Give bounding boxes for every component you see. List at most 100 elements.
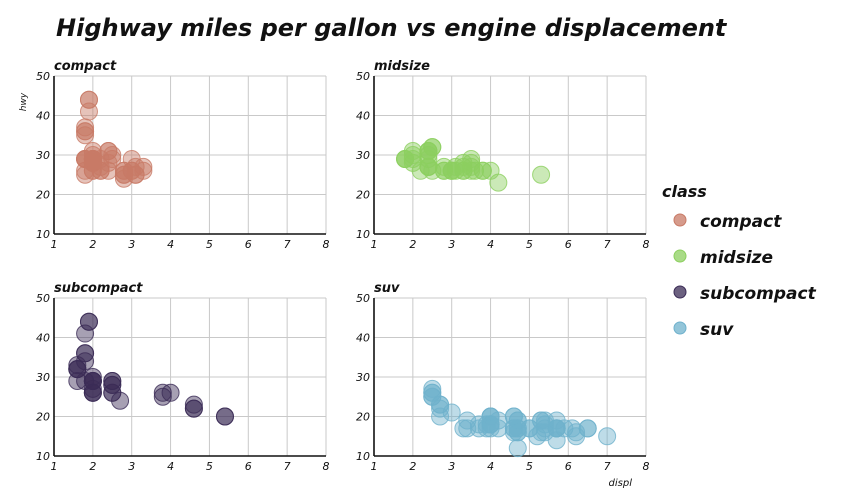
data-point-compact	[76, 118, 95, 137]
data-point-suv	[442, 403, 461, 422]
x-tick-label: 2	[409, 238, 416, 251]
x-tick-label: 8	[643, 460, 650, 473]
data-point-subcompact	[76, 324, 95, 343]
data-point-compact	[79, 102, 98, 121]
x-tick-label: 8	[323, 460, 330, 473]
data-point-suv	[481, 419, 500, 438]
x-tick-label: 7	[604, 460, 611, 473]
x-tick-label: 7	[284, 238, 291, 251]
data-point-subcompact	[184, 395, 203, 414]
facet-label-suv: suv	[374, 281, 400, 296]
x-tick-label: 6	[245, 238, 252, 251]
data-point-subcompact	[76, 352, 95, 371]
y-tick-label: 50	[356, 292, 370, 305]
x-tick-label: 5	[206, 238, 213, 251]
x-tick-label: 3	[448, 238, 455, 251]
data-point-suv	[423, 387, 442, 406]
data-point-compact	[134, 161, 153, 180]
data-point-suv	[547, 431, 566, 450]
y-tick-label: 30	[356, 149, 370, 162]
data-point-subcompact	[161, 383, 180, 402]
data-point-subcompact	[215, 407, 234, 426]
legend-key-compact	[673, 213, 687, 227]
legend-label-midsize: midsize	[700, 248, 773, 268]
y-tick-label: 10	[36, 228, 50, 241]
facet-panel-compact: 1 2 3 4 5 6 7 8 10 20 30 40 50 compact hwy	[19, 59, 330, 251]
x-tick-label: 1	[371, 238, 378, 251]
data-point-subcompact	[76, 344, 95, 363]
x-tick-label: 8	[323, 238, 330, 251]
facet-panel-midsize: 1 2 3 4 5 6 7 8 10 20 30 40 50 midsize	[356, 59, 650, 251]
x-tick-label: 5	[526, 460, 533, 473]
facet-label-subcompact: subcompact	[54, 281, 143, 296]
data-point-suv	[423, 379, 442, 398]
x-tick-label: 6	[245, 460, 252, 473]
x-tick-label: 5	[206, 460, 213, 473]
legend-label-compact: compact	[700, 212, 782, 232]
data-point-suv	[563, 419, 582, 438]
data-point-compact	[99, 161, 118, 180]
y-tick-label: 50	[356, 70, 370, 83]
data-point-compact	[83, 149, 102, 168]
data-point-subcompact	[76, 371, 95, 390]
y-tick-label: 30	[36, 149, 50, 162]
y-tick-label: 40	[356, 332, 370, 345]
data-point-midsize	[442, 161, 461, 180]
y-tick-label: 10	[356, 228, 370, 241]
data-point-midsize	[419, 142, 438, 161]
data-point-compact	[76, 122, 95, 141]
data-point-suv	[532, 411, 551, 430]
y-tick-label: 30	[356, 371, 370, 384]
data-point-midsize	[423, 161, 442, 180]
data-point-suv	[598, 427, 617, 446]
x-tick-label: 6	[565, 460, 572, 473]
legend-label-suv: suv	[700, 320, 734, 340]
x-tick-label: 4	[487, 238, 494, 251]
x-tick-label: 1	[371, 460, 378, 473]
y-tick-label: 40	[356, 110, 370, 123]
x-tick-label: 3	[128, 238, 135, 251]
y-tick-label: 20	[356, 189, 370, 202]
x-tick-label: 1	[51, 460, 58, 473]
x-tick-label: 3	[448, 460, 455, 473]
facet-panel-suv: 1 2 3 4 5 6 7 8 10 20 30 40 50 suv displ	[356, 281, 650, 489]
data-point-subcompact	[153, 383, 172, 402]
data-point-subcompact	[83, 371, 102, 390]
x-tick-label: 7	[604, 238, 611, 251]
data-point-midsize	[462, 157, 481, 176]
data-point-subcompact	[184, 399, 203, 418]
legend-label-subcompact: subcompact	[700, 284, 817, 304]
data-point-suv	[454, 419, 473, 438]
y-tick-label: 10	[356, 450, 370, 463]
x-tick-label: 2	[89, 460, 96, 473]
data-point-midsize	[462, 153, 481, 172]
facet-panel-subcompact: 1 2 3 4 5 6 7 8 10 20 30 40 50 subcompact	[36, 281, 330, 473]
data-point-suv	[431, 407, 450, 426]
legend-key-suv	[673, 321, 687, 335]
legend: class compact midsize subcompact suv	[662, 182, 817, 340]
data-point-suv	[458, 419, 477, 438]
data-point-suv	[508, 439, 527, 458]
x-tick-label: 5	[526, 238, 533, 251]
x-tick-label: 4	[167, 460, 174, 473]
data-point-subcompact	[103, 375, 122, 394]
x-tick-label: 1	[51, 238, 58, 251]
y-tick-label: 50	[36, 292, 50, 305]
x-tick-label: 8	[643, 238, 650, 251]
data-point-suv	[578, 419, 597, 438]
data-point-compact	[114, 169, 133, 188]
x-tick-label: 6	[565, 238, 572, 251]
x-axis-title: displ	[609, 478, 633, 489]
y-axis-title: hwy	[19, 92, 29, 111]
y-tick-label: 40	[36, 110, 50, 123]
y-tick-label: 20	[36, 189, 50, 202]
facet-panels: 1 2 3 4 5 6 7 8 10 20 30 40 50 compact hwy 1 2 3 4 5 6 7 8 10 20…	[19, 59, 650, 489]
x-tick-label: 2	[409, 460, 416, 473]
x-tick-label: 4	[487, 460, 494, 473]
facet-label-midsize: midsize	[374, 59, 430, 74]
legend-key-midsize	[673, 249, 687, 263]
data-point-midsize	[489, 173, 508, 192]
data-point-midsize	[462, 161, 481, 180]
x-tick-label: 3	[128, 460, 135, 473]
